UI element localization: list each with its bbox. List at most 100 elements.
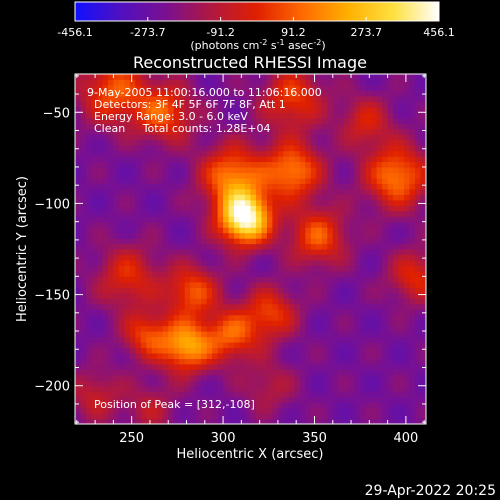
heatmap-cell xyxy=(360,265,367,272)
heatmap-cell xyxy=(354,325,361,332)
heatmap-cell xyxy=(376,303,383,310)
heatmap-cell xyxy=(223,309,230,316)
heatmap-cell xyxy=(393,407,400,414)
heatmap-cell xyxy=(239,232,246,239)
heatmap-cell xyxy=(272,216,279,223)
heatmap-cell xyxy=(365,325,372,332)
heatmap-cell xyxy=(404,336,411,343)
heatmap-cell xyxy=(305,227,312,234)
heatmap-cell xyxy=(338,177,345,184)
heatmap-cell xyxy=(91,309,98,316)
heatmap-cell xyxy=(338,396,345,403)
heatmap-cell xyxy=(376,172,383,179)
heatmap-cell xyxy=(250,227,257,234)
heatmap-cell xyxy=(217,117,224,124)
heatmap-cell xyxy=(382,259,389,267)
heatmap-cell xyxy=(245,128,252,135)
heatmap-cell xyxy=(332,265,339,272)
heatmap-cell xyxy=(261,145,268,152)
heatmap-cell xyxy=(354,249,361,256)
heatmap-cell xyxy=(299,402,306,409)
heatmap-cell xyxy=(135,172,142,179)
heatmap-cell xyxy=(190,194,197,201)
heatmap-cell xyxy=(129,407,136,414)
heatmap-cell xyxy=(245,303,252,310)
heatmap-cell xyxy=(266,314,274,321)
heatmap-cell xyxy=(107,407,114,414)
heatmap-cell xyxy=(217,232,224,239)
heatmap-cell xyxy=(272,407,279,414)
heatmap-cell xyxy=(420,84,426,92)
heatmap-cell xyxy=(371,243,378,250)
heatmap-cell xyxy=(91,341,98,349)
heatmap-cell xyxy=(212,243,219,250)
heatmap-cell xyxy=(179,238,186,245)
heatmap-cell xyxy=(288,150,295,157)
heatmap-cell xyxy=(157,270,164,277)
heatmap-cell xyxy=(365,385,372,392)
heatmap-cell xyxy=(135,243,142,250)
heatmap-cell xyxy=(305,90,312,97)
heatmap-cell xyxy=(129,177,136,184)
heatmap-cell xyxy=(96,161,104,168)
heatmap-cell xyxy=(376,287,383,294)
heatmap-cell xyxy=(135,249,142,256)
heatmap-cell xyxy=(305,128,312,135)
heatmap-cell xyxy=(360,413,367,420)
heatmap-cell xyxy=(415,309,422,316)
heatmap-cell xyxy=(162,341,169,349)
heatmap-cell xyxy=(365,172,372,179)
heatmap-cell xyxy=(118,352,125,359)
heatmap-cell xyxy=(365,101,372,108)
heatmap-cell xyxy=(124,188,131,195)
heatmap-cell xyxy=(212,336,219,343)
heatmap-cell xyxy=(75,112,82,119)
heatmap-cell xyxy=(294,320,301,327)
heatmap-cell xyxy=(102,194,109,201)
heatmap-cell xyxy=(151,139,158,146)
heatmap-cell xyxy=(157,74,164,81)
heatmap-cell xyxy=(420,374,426,381)
heatmap-cell xyxy=(338,161,345,168)
heatmap-cell xyxy=(80,369,87,376)
heatmap-cell xyxy=(288,385,295,392)
heatmap-cell xyxy=(349,309,356,316)
heatmap-cell xyxy=(283,205,290,212)
heatmap-cell xyxy=(228,79,235,86)
heatmap-cell xyxy=(398,112,405,119)
heatmap-cell xyxy=(217,374,224,381)
heatmap-cell xyxy=(420,298,426,305)
heatmap-cell xyxy=(168,177,175,184)
heatmap-cell xyxy=(102,396,109,403)
heatmap-cell xyxy=(102,74,109,81)
heatmap-cell xyxy=(255,90,263,97)
heatmap-cell xyxy=(168,265,175,272)
heatmap-cell xyxy=(349,139,356,146)
heatmap-cell xyxy=(398,259,405,267)
heatmap-cell xyxy=(118,314,125,321)
heatmap-cell xyxy=(404,166,411,174)
heatmap-cell xyxy=(245,413,252,420)
heatmap-cell xyxy=(338,314,345,321)
heatmap-cell xyxy=(415,259,422,267)
heatmap-cell xyxy=(371,347,378,354)
heatmap-cell xyxy=(343,112,350,119)
heatmap-cell xyxy=(404,358,411,365)
heatmap-cell xyxy=(288,112,295,119)
heatmap-cell xyxy=(387,292,394,299)
heatmap-cell xyxy=(277,281,284,288)
heatmap-cell xyxy=(173,112,180,119)
heatmap-cell xyxy=(277,95,284,102)
heatmap-cell xyxy=(376,385,383,392)
heatmap-cell xyxy=(305,112,312,119)
heatmap-cell xyxy=(360,249,367,256)
heatmap-cell xyxy=(162,188,169,195)
heatmap-cell xyxy=(288,276,295,283)
heatmap-cell xyxy=(80,380,87,387)
heatmap-cell xyxy=(245,249,252,256)
heatmap-cell xyxy=(266,79,274,86)
heatmap-cell xyxy=(288,74,295,81)
heatmap-cell xyxy=(310,156,317,163)
heatmap-cell xyxy=(239,369,246,376)
heatmap-cell xyxy=(294,123,301,130)
